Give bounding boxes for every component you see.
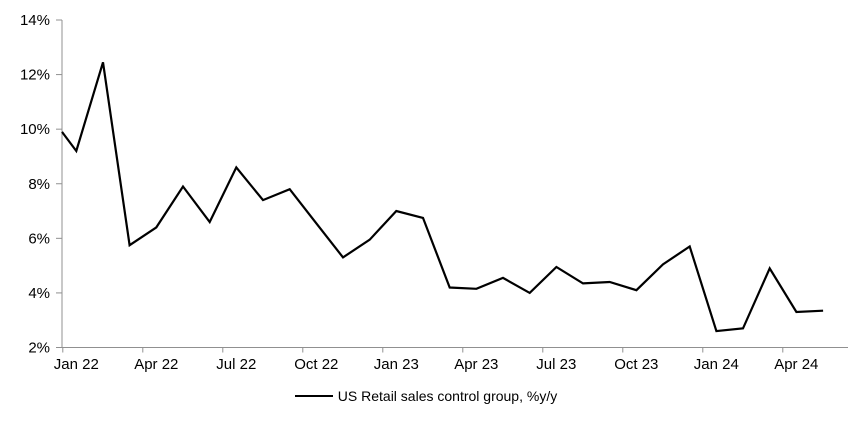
- x-tick-label: Apr 23: [454, 356, 498, 373]
- x-tick-label: Oct 22: [294, 356, 338, 373]
- y-tick-label: 4%: [28, 285, 50, 302]
- x-tick-label: Apr 22: [134, 356, 178, 373]
- y-tick-label: 12%: [20, 67, 50, 84]
- x-tick-label: Oct 23: [614, 356, 658, 373]
- x-tick-label: Jan 23: [374, 356, 419, 373]
- y-tick-label: 2%: [28, 340, 50, 357]
- x-tick-label: Jul 22: [216, 356, 256, 373]
- y-tick-label: 6%: [28, 230, 50, 247]
- line-chart-svg: 14% 12% 10% 8% 6% 4% 2%Jan 22 Apr 22 Jul 22 Oct 2…: [20, 12, 848, 373]
- x-tick-label: Jan 22: [54, 356, 99, 373]
- legend-line-sample-icon: [294, 395, 333, 397]
- y-tick-label: 10%: [20, 121, 50, 138]
- legend: US Retail sales control group, %y/y: [0, 388, 852, 404]
- x-tick-label: Jul 23: [536, 356, 576, 373]
- y-tick-label: 8%: [28, 176, 50, 193]
- x-tick-label: Apr 24: [774, 356, 818, 373]
- data-line-series: [61, 61, 824, 333]
- y-tick-label: 14%: [20, 12, 50, 29]
- x-tick-label: Jan 24: [694, 356, 739, 373]
- legend-label: US Retail sales control group, %y/y: [337, 388, 558, 404]
